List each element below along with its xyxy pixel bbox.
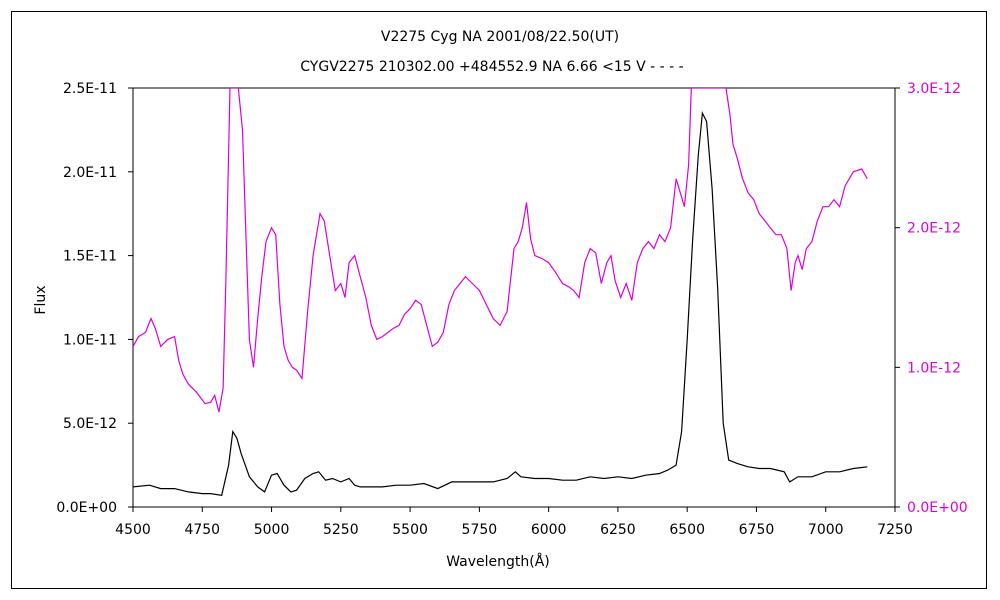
- plot-area: [132, 87, 896, 508]
- y-tick-label: 0.0E+00: [56, 500, 117, 516]
- x-tick-label: 4750: [184, 522, 220, 538]
- x-axis-label: Wavelength(Å): [446, 553, 550, 570]
- y2-tick-label: 3.0E-12: [907, 81, 961, 97]
- y-tick-label: 1.5E-11: [63, 249, 117, 265]
- y-tick-label: 2.0E-11: [63, 165, 117, 181]
- y-tick-label: 2.5E-11: [63, 81, 117, 97]
- x-tick-label: 4500: [115, 522, 151, 538]
- y2-tick-label: 0.0E+00: [907, 500, 968, 516]
- y2-tick-label: 1.0E-12: [907, 360, 961, 376]
- series-line-left-axis: [133, 110, 868, 496]
- x-tick-label: 7250: [877, 522, 913, 538]
- x-tick-label: 6000: [531, 522, 567, 538]
- chart-frame: [11, 11, 987, 589]
- chart-subtitle: CYGV2275 210302.00 +484552.9 NA 6.66 <15…: [300, 59, 683, 75]
- y-axis-left: 0.0E+00 5.0E-12 1.0E-11 1.5E-11 2.0E-11 2.5E-…: [56, 81, 133, 516]
- x-tick-label: 6500: [669, 522, 705, 538]
- y-tick-label: 1.0E-11: [63, 332, 117, 348]
- x-tick-label: 5250: [323, 522, 359, 538]
- x-axis: 4500 4750 5000 5250 5500 5750 6000 6250 6500 6750…: [115, 507, 913, 538]
- series-layer: [133, 88, 868, 496]
- x-tick-label: 6750: [739, 522, 775, 538]
- x-tick-label: 6250: [600, 522, 636, 538]
- x-tick-label: 5500: [392, 522, 428, 538]
- y-axis-right: 0.0E+00 1.0E-12 2.0E-12 3.0E-12: [895, 81, 968, 516]
- y-axis-label: Flux: [33, 285, 49, 314]
- chart-title: V2275 Cyg NA 2001/08/22.50(UT): [381, 29, 619, 45]
- y-tick-label: 5.0E-12: [63, 416, 117, 432]
- x-tick-label: 5750: [462, 522, 498, 538]
- y2-tick-label: 2.0E-12: [907, 221, 961, 237]
- x-tick-label: 7000: [808, 522, 844, 538]
- series-line-right-axis: [133, 88, 868, 413]
- x-tick-label: 5000: [254, 522, 290, 538]
